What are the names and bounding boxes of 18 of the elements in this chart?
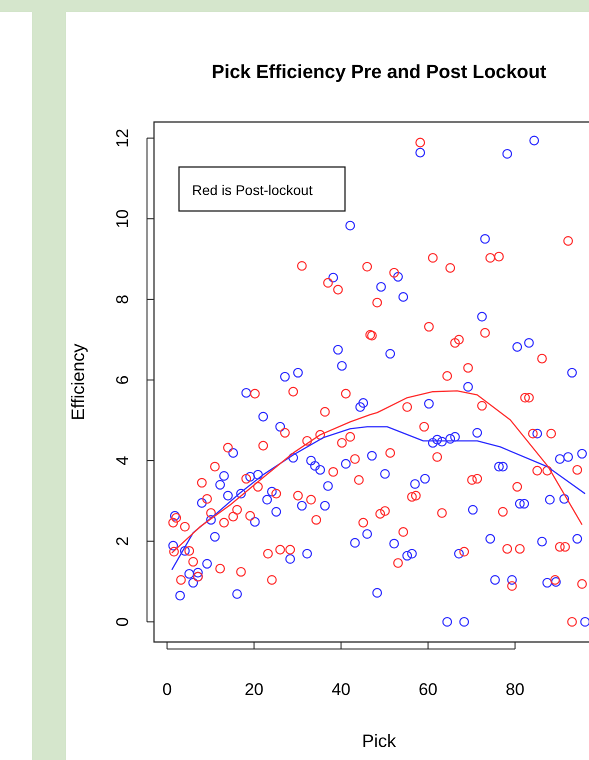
y-tick-label: 0 — [113, 617, 132, 627]
y-tick-label: 8 — [113, 294, 132, 304]
x-tick-label: 80 — [506, 680, 525, 699]
y-axis-title: Efficiency — [68, 344, 88, 420]
line-series — [171, 426, 586, 570]
annotation: Red is Post-lockout — [192, 182, 313, 198]
chart-title: Pick Efficiency Pre and Post Lockout — [212, 62, 548, 83]
y-tick-label: 12 — [113, 128, 132, 148]
y-tick-label: 10 — [113, 209, 132, 228]
y-tick-label: 4 — [113, 456, 132, 466]
x-axis-title: Pick — [362, 731, 397, 751]
x-tick-label: 20 — [244, 680, 264, 699]
x-tick-label: 60 — [418, 680, 438, 699]
note-box: Red is Post-lockout — [178, 166, 346, 212]
y-tick-label: 6 — [113, 375, 132, 385]
x-tick-label: 40 — [332, 680, 351, 699]
y-tick-label: 2 — [113, 536, 132, 546]
x-tick-label: 0 — [162, 680, 172, 699]
